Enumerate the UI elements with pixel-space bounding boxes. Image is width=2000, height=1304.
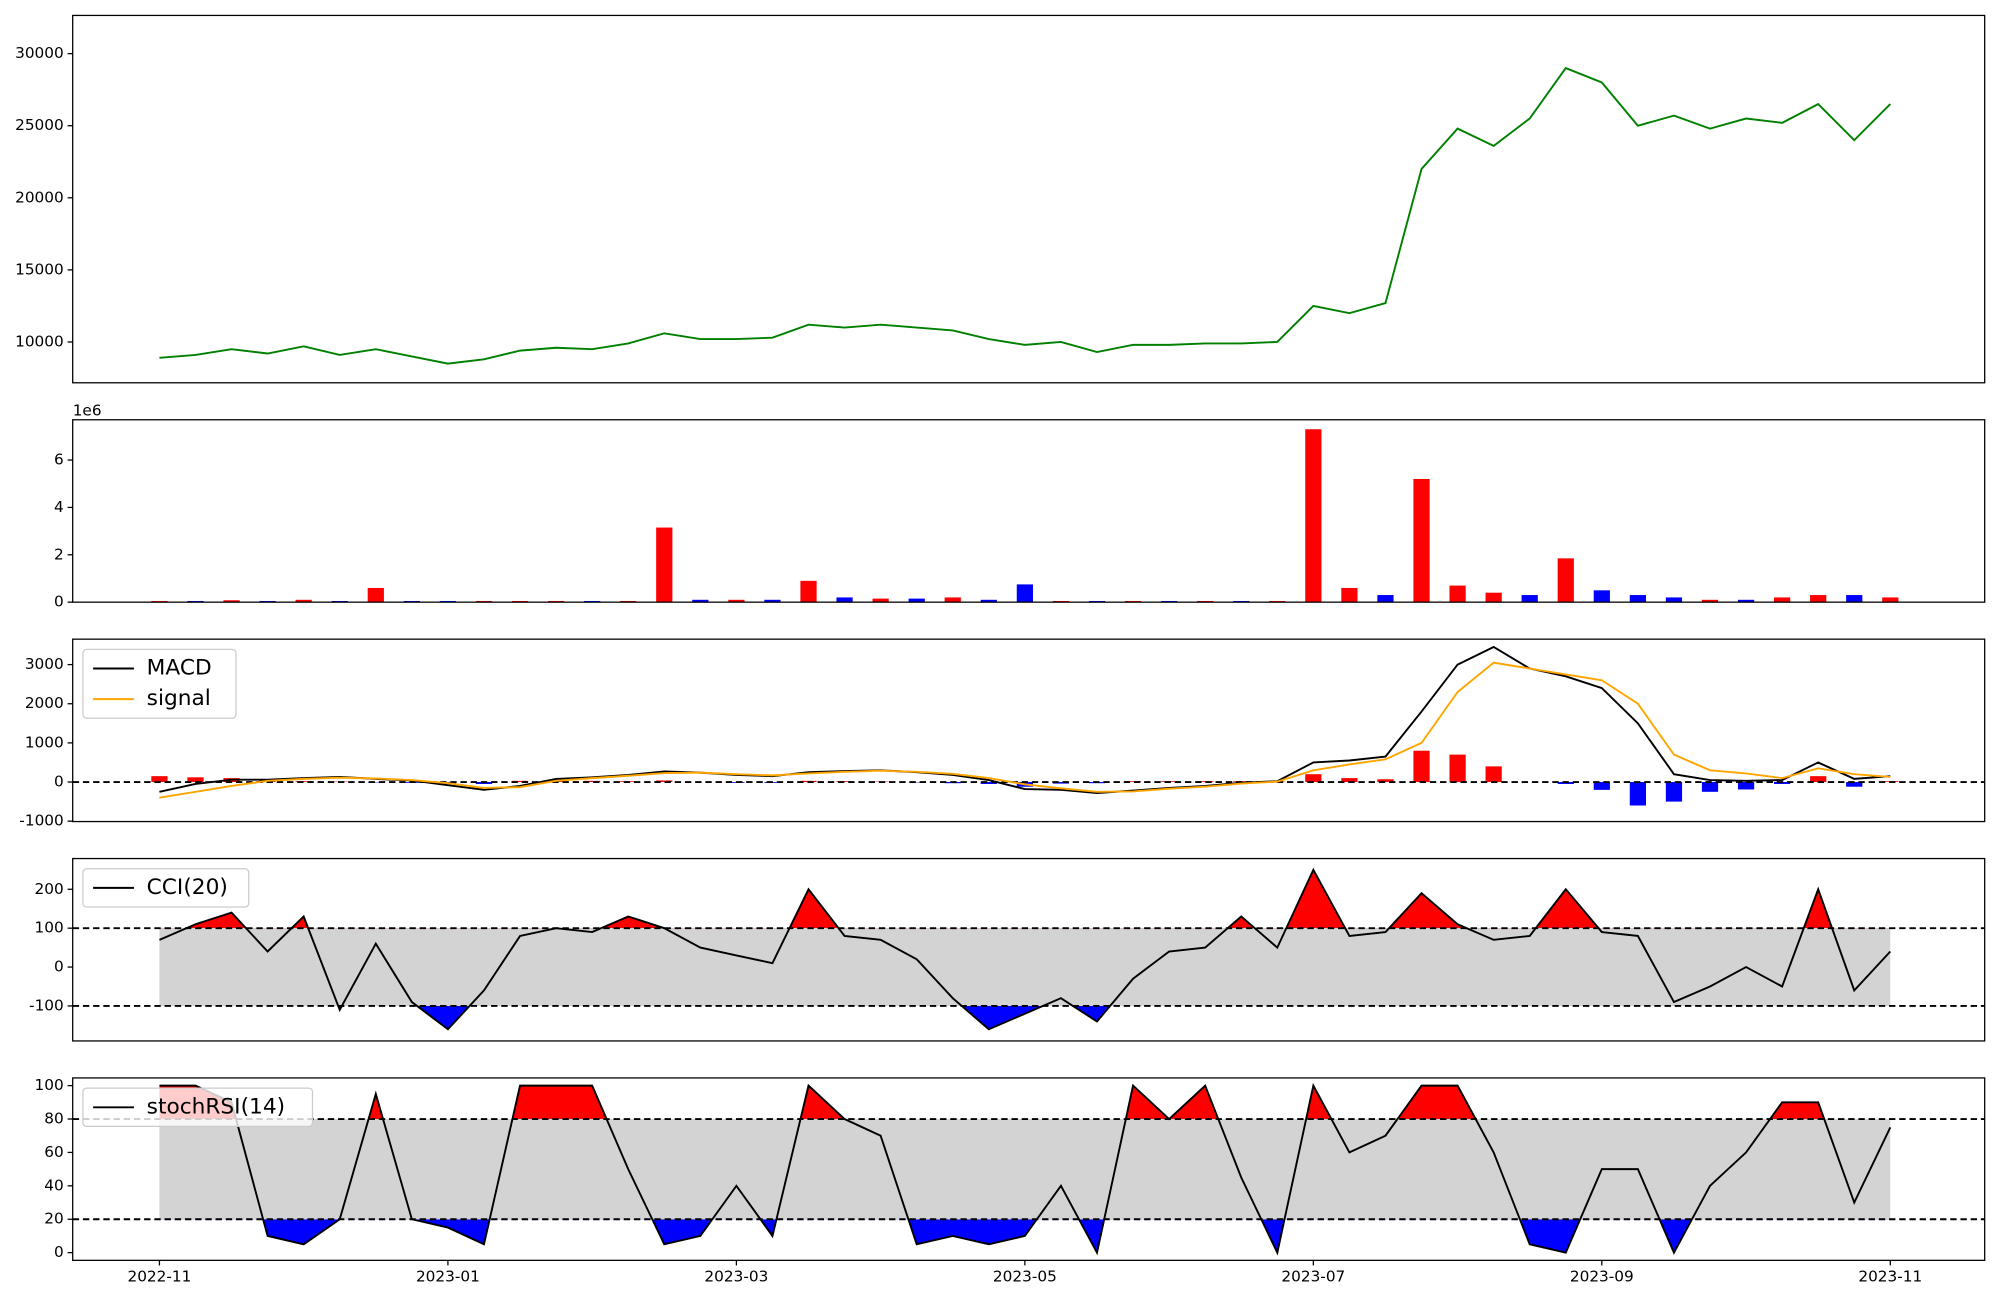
x-tick-label: 2023-03 xyxy=(704,1267,768,1285)
bar xyxy=(368,588,384,602)
y-tick-label: 25000 xyxy=(15,116,64,134)
y-tick-label: 10000 xyxy=(15,332,64,350)
y-tick-label: 6 xyxy=(54,451,64,469)
y-tick-label: 0 xyxy=(54,958,64,976)
histogram-bar xyxy=(1738,782,1754,789)
histogram-bar xyxy=(1594,782,1610,790)
y-tick-label: 4 xyxy=(54,498,64,516)
bar xyxy=(1377,595,1393,602)
bar xyxy=(1630,595,1646,602)
bar xyxy=(1522,595,1538,602)
y-tick-label: 15000 xyxy=(15,260,64,278)
y-tick-label: 60 xyxy=(44,1143,63,1161)
bar xyxy=(1846,595,1862,602)
y-tick-label: 30000 xyxy=(15,44,64,62)
y-tick-label: 3000 xyxy=(25,655,64,673)
x-tick-label: 2023-11 xyxy=(1858,1267,1922,1285)
y-tick-label: -100 xyxy=(29,996,64,1014)
bar xyxy=(1017,584,1033,602)
bar xyxy=(1413,479,1429,602)
bar xyxy=(800,581,816,602)
histogram-bar xyxy=(1305,774,1321,782)
histogram-bar xyxy=(1486,766,1502,782)
y-tick-label: -1000 xyxy=(19,812,63,830)
y-tick-label: 80 xyxy=(44,1110,63,1128)
bar xyxy=(1486,593,1502,602)
histogram-bar xyxy=(1449,755,1465,782)
y-tick-label: 100 xyxy=(35,919,64,937)
bar xyxy=(1305,429,1321,602)
legend-label: signal xyxy=(147,686,211,711)
bar xyxy=(1810,595,1826,602)
legend-label: stochRSI(14) xyxy=(147,1094,285,1119)
x-tick-label: 2023-05 xyxy=(993,1267,1057,1285)
bar xyxy=(945,597,961,602)
y-tick-label: 0 xyxy=(54,1243,64,1261)
y-tick-label: 20000 xyxy=(15,188,64,206)
histogram-bar xyxy=(1702,782,1718,792)
bar xyxy=(656,528,672,603)
y-tick-label: 40 xyxy=(44,1176,63,1194)
y-tick-label: 100 xyxy=(35,1076,64,1094)
y-tick-label: 1000 xyxy=(25,733,64,751)
x-tick-label: 2023-09 xyxy=(1570,1267,1634,1285)
y-tick-label: 2 xyxy=(54,545,64,563)
x-tick-label: 2023-07 xyxy=(1281,1267,1345,1285)
bar xyxy=(1774,597,1790,602)
y-tick-label: 200 xyxy=(35,880,64,898)
bar xyxy=(1882,597,1898,602)
y-tick-label: 0 xyxy=(54,773,64,791)
histogram-bar xyxy=(1630,782,1646,805)
neutral-band xyxy=(159,928,1890,1006)
x-tick-label: 2022-11 xyxy=(127,1267,191,1285)
bar xyxy=(836,597,852,602)
histogram-bar xyxy=(1666,782,1682,802)
bar xyxy=(1594,590,1610,602)
y-tick-label: 2000 xyxy=(25,694,64,712)
bar xyxy=(1341,588,1357,602)
y-tick-label: 20 xyxy=(44,1210,63,1228)
offset-label: 1e6 xyxy=(73,401,102,419)
x-tick-label: 2023-01 xyxy=(416,1267,480,1285)
y-tick-label: 0 xyxy=(54,593,64,611)
legend-label: MACD xyxy=(147,655,212,680)
bar xyxy=(1449,586,1465,603)
histogram-bar xyxy=(1413,751,1429,782)
bar xyxy=(1558,558,1574,602)
legend-label: CCI(20) xyxy=(147,875,228,900)
bar xyxy=(1666,597,1682,602)
